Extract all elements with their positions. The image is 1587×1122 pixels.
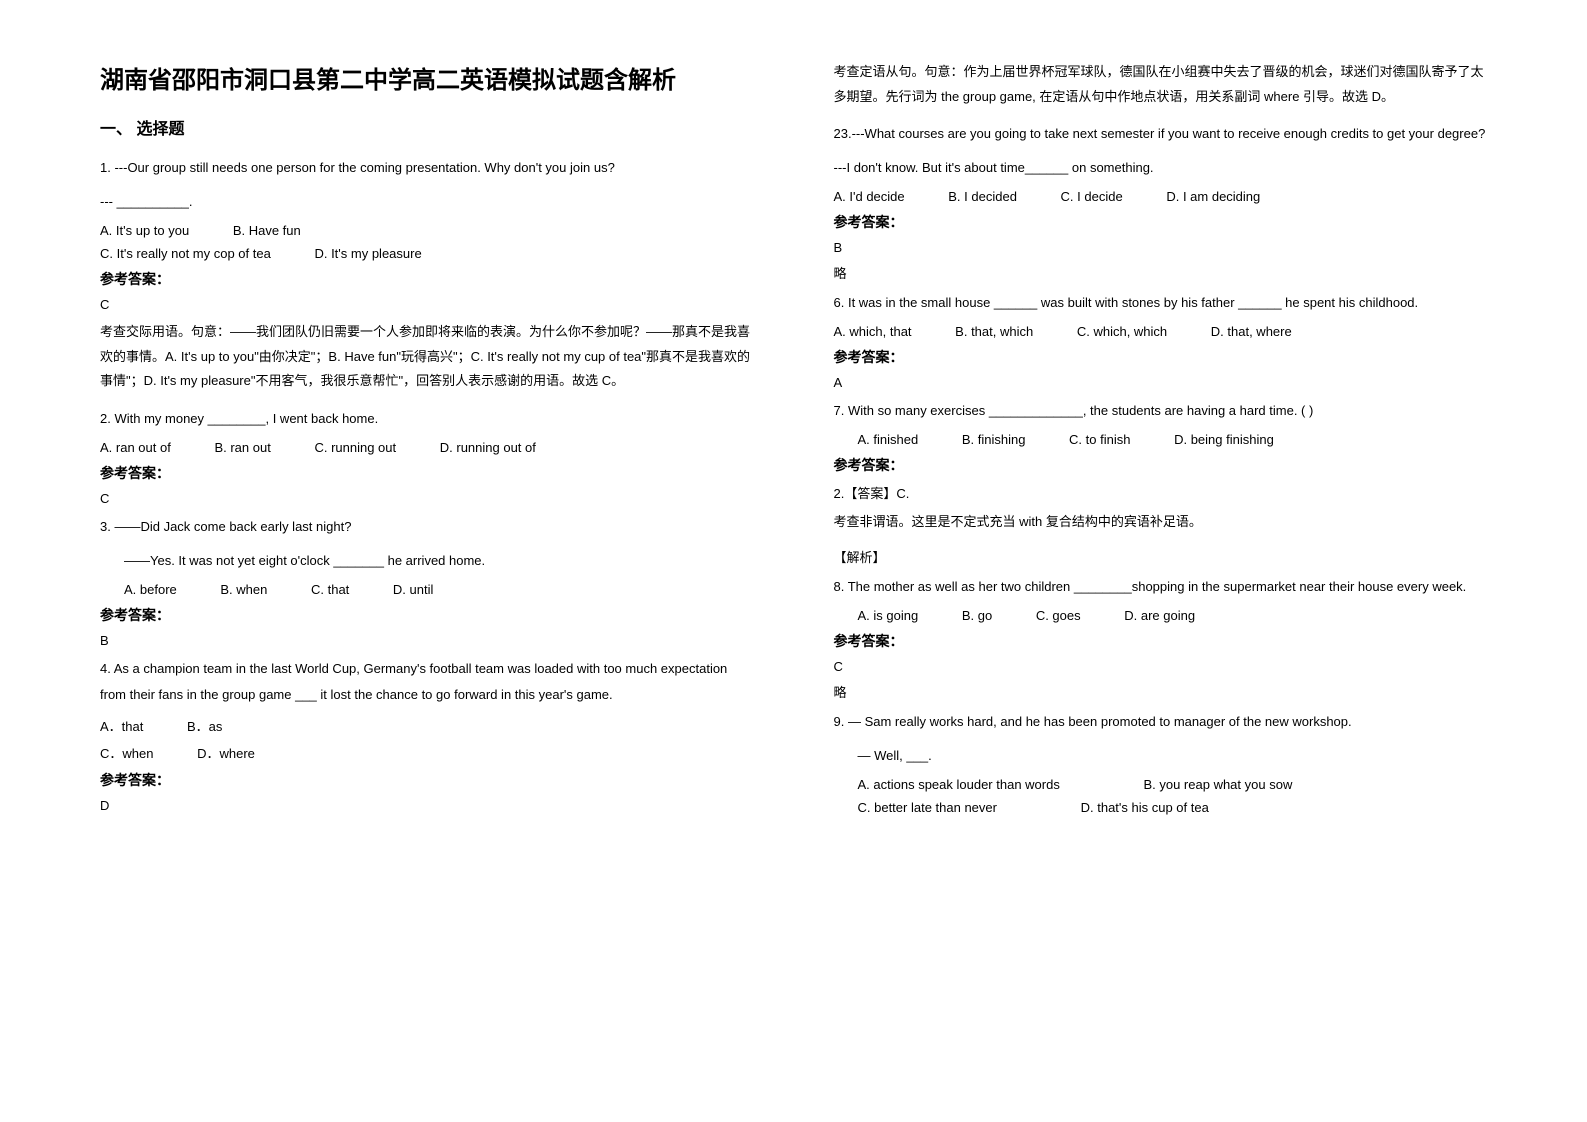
q6-opt-c: C. which, which: [1077, 324, 1167, 339]
q7-opt-a: A. finished: [858, 432, 919, 447]
left-column: 湖南省邵阳市洞口县第二中学高二英语模拟试题含解析 一、 选择题 1. ---Ou…: [0, 0, 794, 863]
q6-opt-d: D. that, where: [1211, 324, 1292, 339]
question-3-options: A. before B. when C. that D. until: [100, 582, 754, 597]
q7-answer-label: 参考答案：: [834, 455, 1488, 475]
question-23-line2: ---I don't know. But it's about time____…: [834, 155, 1488, 181]
question-7: 7. With so many exercises _____________,…: [834, 398, 1488, 424]
question-9-options-row1: A. actions speak louder than words B. yo…: [834, 777, 1488, 792]
q8-opt-a: A. is going: [858, 608, 919, 623]
section-header: 一、 选择题: [100, 115, 754, 139]
question-1: 1. ---Our group still needs one person f…: [100, 155, 754, 181]
q1-explanation: 考查交际用语。句意：——我们团队仍旧需要一个人参加即将来临的表演。为什么你不参加…: [100, 320, 754, 394]
q23-answer: B: [834, 240, 1488, 255]
question-4-options-row1: A．that B．as: [100, 716, 754, 735]
q8-answer-label: 参考答案：: [834, 631, 1488, 651]
q23-opt-b: B. I decided: [948, 189, 1017, 204]
q3-opt-a: A. before: [124, 582, 177, 597]
question-23-options: A. I'd decide B. I decided C. I decide D…: [834, 189, 1488, 204]
q2-opt-c: C. running out: [314, 440, 396, 455]
question-6-options: A. which, that B. that, which C. which, …: [834, 324, 1488, 339]
question-3: 3. ——Did Jack come back early last night…: [100, 514, 754, 540]
q3-answer-label: 参考答案：: [100, 605, 754, 625]
q4-answer-label: 参考答案：: [100, 770, 754, 790]
question-23: 23.---What courses are you going to take…: [834, 121, 1488, 147]
q2-opt-b: B. ran out: [214, 440, 270, 455]
q3-opt-c: C. that: [311, 582, 349, 597]
q4-opt-c: C．when: [100, 743, 153, 762]
q7-explanation: 考查非谓语。这里是不定式充当 with 复合结构中的宾语补足语。: [834, 510, 1488, 535]
question-8-options: A. is going B. go C. goes D. are going: [834, 608, 1488, 623]
question-2: 2. With my money ________, I went back h…: [100, 406, 754, 432]
page-title: 湖南省邵阳市洞口县第二中学高二英语模拟试题含解析: [100, 60, 754, 95]
question-1-options-row1: A. It's up to you B. Have fun: [100, 223, 754, 238]
q3-opt-d: D. until: [393, 582, 433, 597]
q2-opt-a: A. ran out of: [100, 440, 171, 455]
q1-opt-c: C. It's really not my cop of tea: [100, 246, 271, 261]
question-9-line2: — Well, ___.: [834, 743, 1488, 769]
q23-opt-c: C. I decide: [1061, 189, 1123, 204]
q7-answer-head: 2.【答案】C.: [834, 483, 1488, 502]
q8-answer: C: [834, 659, 1488, 674]
q7-expl-head: 【解析】: [834, 547, 1488, 566]
q3-opt-b: B. when: [220, 582, 267, 597]
q23-opt-a: A. I'd decide: [834, 189, 905, 204]
q4-opt-b: B．as: [187, 716, 222, 735]
q8-opt-d: D. are going: [1124, 608, 1195, 623]
question-1-options-row2: C. It's really not my cop of tea D. It's…: [100, 246, 754, 261]
q6-answer-label: 参考答案：: [834, 347, 1488, 367]
q9-opt-c: C. better late than never: [858, 800, 997, 815]
q9-opt-a: A. actions speak louder than words: [858, 777, 1060, 792]
q7-opt-c: C. to finish: [1069, 432, 1130, 447]
q23-answer-label: 参考答案：: [834, 212, 1488, 232]
q7-opt-d: D. being finishing: [1174, 432, 1274, 447]
q23-opt-d: D. I am deciding: [1166, 189, 1260, 204]
question-8: 8. The mother as well as her two childre…: [834, 574, 1488, 600]
question-2-options: A. ran out of B. ran out C. running out …: [100, 440, 754, 455]
question-3-line2: ——Yes. It was not yet eight o'clock ____…: [100, 548, 754, 574]
right-column: 考查定语从句。句意：作为上届世界杯冠军球队，德国队在小组赛中失去了晋级的机会，球…: [794, 0, 1587, 863]
q7-opt-b: B. finishing: [962, 432, 1026, 447]
q8-extra: 略: [834, 682, 1488, 701]
q9-opt-b: B. you reap what you sow: [1143, 777, 1292, 792]
question-4-options-row2: C．when D．where: [100, 743, 754, 762]
question-9-options-row2: C. better late than never D. that's his …: [834, 800, 1488, 815]
question-9: 9. — Sam really works hard, and he has b…: [834, 709, 1488, 735]
q23-extra: 略: [834, 263, 1488, 282]
q3-answer: B: [100, 633, 754, 648]
question-7-options: A. finished B. finishing C. to finish D.…: [834, 432, 1488, 447]
q4-answer: D: [100, 798, 754, 813]
q8-opt-b: B. go: [962, 608, 992, 623]
q4-opt-d: D．where: [197, 743, 255, 762]
question-1-line2: --- __________.: [100, 189, 754, 215]
q6-opt-a: A. which, that: [834, 324, 912, 339]
q1-opt-d: D. It's my pleasure: [314, 246, 421, 261]
q2-answer-label: 参考答案：: [100, 463, 754, 483]
q6-answer: A: [834, 375, 1488, 390]
q1-opt-a: A. It's up to you: [100, 223, 189, 238]
q1-opt-b: B. Have fun: [233, 223, 301, 238]
q4-explanation: 考查定语从句。句意：作为上届世界杯冠军球队，德国队在小组赛中失去了晋级的机会，球…: [834, 60, 1488, 109]
q6-opt-b: B. that, which: [955, 324, 1033, 339]
q1-answer-label: 参考答案：: [100, 269, 754, 289]
q2-answer: C: [100, 491, 754, 506]
q2-opt-d: D. running out of: [440, 440, 536, 455]
q4-opt-a: A．that: [100, 716, 143, 735]
question-6: 6. It was in the small house ______ was …: [834, 290, 1488, 316]
q9-opt-d: D. that's his cup of tea: [1081, 800, 1209, 815]
q8-opt-c: C. goes: [1036, 608, 1081, 623]
q1-answer: C: [100, 297, 754, 312]
question-4: 4. As a champion team in the last World …: [100, 656, 754, 708]
